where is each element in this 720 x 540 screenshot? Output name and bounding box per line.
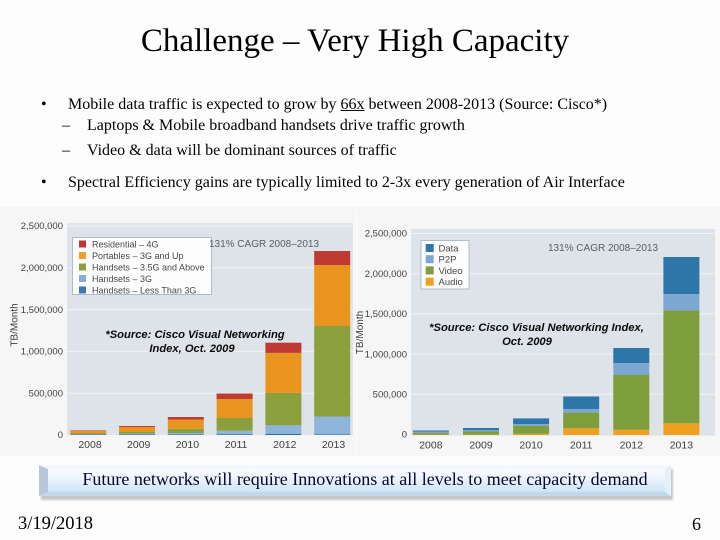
svg-text:2,500,000: 2,500,000 [21,221,63,232]
svg-text:131% CAGR 2008–2013: 131% CAGR 2008–2013 [209,239,320,250]
svg-text:2013: 2013 [322,439,346,451]
svg-text:Index, Oct. 2009: Index, Oct. 2009 [149,343,235,355]
svg-text:2,000,000: 2,000,000 [365,269,407,280]
svg-text:Oct. 2009: Oct. 2009 [502,336,553,348]
svg-text:2009: 2009 [127,439,151,451]
svg-text:2008: 2008 [419,440,443,452]
svg-text:1,500,000: 1,500,000 [365,309,407,320]
svg-text:Audio: Audio [439,277,463,288]
svg-text:1,000,000: 1,000,000 [365,349,407,360]
svg-text:Handsets – 3.5G and Above: Handsets – 3.5G and Above [92,263,205,273]
svg-text:2011: 2011 [225,439,248,451]
svg-text:Handsets – 3G: Handsets – 3G [92,274,152,284]
svg-text:2011: 2011 [570,440,593,452]
svg-text:2012: 2012 [273,439,297,451]
svg-text:1,000,000: 1,000,000 [21,347,63,358]
svg-text:2012: 2012 [620,440,644,452]
svg-text:2010: 2010 [519,440,543,452]
svg-text:TB/Month: TB/Month [356,311,366,354]
svg-text:Data: Data [439,243,460,254]
svg-text:2,500,000: 2,500,000 [365,229,407,240]
svg-text:2013: 2013 [670,440,694,452]
svg-text:*Source: Cisco Visual Networki: *Source: Cisco Visual Networking Index, [429,322,644,334]
svg-text:131% CAGR 2008–2013: 131% CAGR 2008–2013 [548,243,659,254]
svg-text:*Source: Cisco Visual Networki: *Source: Cisco Visual Networking [105,329,284,341]
svg-text:0: 0 [402,430,407,441]
svg-text:500,000: 500,000 [29,388,63,399]
svg-text:Residential – 4G: Residential – 4G [92,240,159,250]
svg-text:Portables – 3G and Up: Portables – 3G and Up [92,251,184,261]
svg-text:1,500,000: 1,500,000 [21,305,63,316]
svg-text:TB/Month: TB/Month [10,303,21,346]
svg-text:500,000: 500,000 [373,390,407,401]
svg-text:0: 0 [58,430,63,441]
svg-text:Video: Video [439,266,463,277]
svg-text:Handsets – Less Than 3G: Handsets – Less Than 3G [92,286,196,296]
svg-text:2008: 2008 [78,439,102,451]
svg-text:2010: 2010 [176,439,200,451]
svg-text:2,000,000: 2,000,000 [21,263,63,274]
svg-text:P2P: P2P [439,255,457,266]
svg-text:2009: 2009 [469,440,493,452]
